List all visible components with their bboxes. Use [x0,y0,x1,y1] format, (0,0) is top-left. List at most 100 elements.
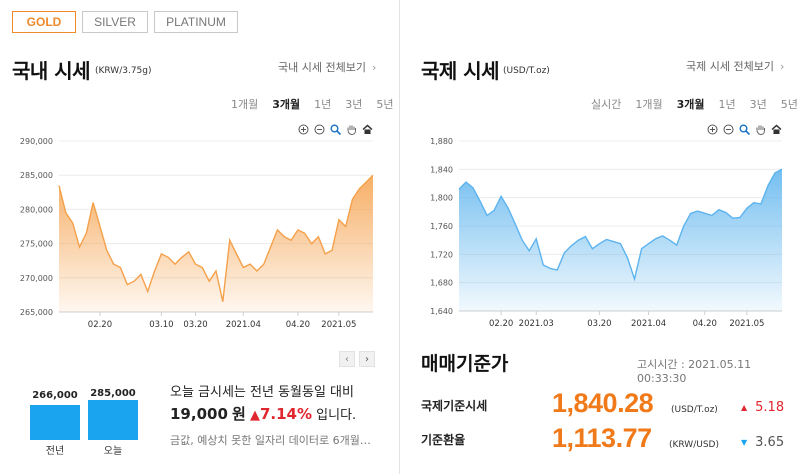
zoom-in-icon[interactable] [298,124,309,135]
data-point[interactable] [181,256,183,258]
data-point[interactable] [619,243,621,245]
data-point[interactable] [697,210,699,212]
data-point[interactable] [365,181,367,183]
data-point[interactable] [263,263,265,265]
data-point[interactable] [133,280,135,282]
data-point[interactable] [753,201,755,203]
data-point[interactable] [647,243,649,245]
zoom-out-icon[interactable] [314,124,325,135]
data-point[interactable] [58,184,60,186]
hand-pan-icon[interactable] [755,124,766,135]
data-point[interactable] [331,249,333,251]
data-point[interactable] [324,253,326,255]
data-point[interactable] [542,264,544,266]
data-point[interactable] [633,278,635,280]
magnifier-icon[interactable] [330,124,341,135]
data-point[interactable] [92,201,94,203]
data-point[interactable] [718,209,720,211]
international-view-all-link[interactable]: 국제 시세 전체보기 › [686,58,784,74]
data-point[interactable] [358,188,360,190]
data-point[interactable] [725,211,727,213]
data-point[interactable] [521,239,523,241]
data-point[interactable] [500,195,502,197]
data-point[interactable] [249,263,251,265]
data-point[interactable] [781,168,783,170]
international-period-3y[interactable]: 3년 [749,98,767,111]
data-point[interactable] [235,253,237,255]
domestic-period-1m[interactable]: 1개월 [231,98,259,111]
international-period-3m[interactable]: 3개월 [676,98,705,111]
data-point[interactable] [668,239,670,241]
domestic-period-5y[interactable]: 5년 [376,98,394,111]
data-point[interactable] [242,266,244,268]
data-point[interactable] [711,214,713,216]
data-point[interactable] [78,246,80,248]
data-point[interactable] [458,188,460,190]
data-point[interactable] [612,240,614,242]
home-icon[interactable] [362,124,373,135]
data-point[interactable] [106,249,108,251]
data-point[interactable] [201,266,203,268]
data-point[interactable] [160,253,162,255]
data-point[interactable] [290,239,292,241]
data-point[interactable] [472,187,474,189]
data-point[interactable] [119,266,121,268]
data-point[interactable] [187,251,189,253]
data-point[interactable] [147,290,149,292]
tab-platinum[interactable]: PLATINUM [154,11,238,33]
domestic-period-1y[interactable]: 1년 [314,98,332,111]
data-point[interactable] [514,223,516,225]
news-headline-link[interactable]: 금값, 예상치 못한 일자리 데이터로 6개월… [170,434,371,447]
data-point[interactable] [774,172,776,174]
data-point[interactable] [256,270,258,272]
data-point[interactable] [351,198,353,200]
hand-pan-icon[interactable] [346,124,357,135]
data-point[interactable] [344,225,346,227]
data-point[interactable] [112,263,114,265]
data-point[interactable] [591,247,593,249]
data-point[interactable] [486,214,488,216]
domestic-period-3m[interactable]: 3개월 [272,98,301,111]
zoom-in-icon[interactable] [707,124,718,135]
data-point[interactable] [65,212,67,214]
data-point[interactable] [140,273,142,275]
data-point[interactable] [304,232,306,234]
data-point[interactable] [194,263,196,265]
pager-next-button[interactable]: › [359,351,375,367]
data-point[interactable] [690,212,692,214]
data-point[interactable] [174,263,176,265]
data-point[interactable] [208,280,210,282]
data-point[interactable] [767,184,769,186]
international-period-1m[interactable]: 1개월 [635,98,663,111]
data-point[interactable] [760,203,762,205]
data-point[interactable] [739,216,741,218]
data-point[interactable] [577,239,579,241]
data-point[interactable] [535,238,537,240]
data-point[interactable] [661,235,663,237]
data-point[interactable] [479,200,481,202]
data-point[interactable] [682,225,684,227]
international-period-realtime[interactable]: 실시간 [591,98,622,111]
data-point[interactable] [99,225,101,227]
data-point[interactable] [605,238,607,240]
data-point[interactable] [704,212,706,214]
data-point[interactable] [746,207,748,209]
international-period-5y[interactable]: 5년 [780,98,798,111]
data-point[interactable] [626,257,628,259]
zoom-out-icon[interactable] [723,124,734,135]
data-point[interactable] [584,235,586,237]
data-point[interactable] [71,222,73,224]
data-point[interactable] [167,256,169,258]
data-point[interactable] [563,252,565,254]
data-point[interactable] [276,229,278,231]
data-point[interactable] [222,301,224,303]
data-point[interactable] [126,283,128,285]
data-point[interactable] [215,270,217,272]
data-point[interactable] [269,246,271,248]
data-point[interactable] [338,218,340,220]
data-point[interactable] [465,181,467,183]
magnifier-icon[interactable] [739,124,750,135]
data-point[interactable] [317,236,319,238]
data-point[interactable] [556,269,558,271]
data-point[interactable] [675,244,677,246]
